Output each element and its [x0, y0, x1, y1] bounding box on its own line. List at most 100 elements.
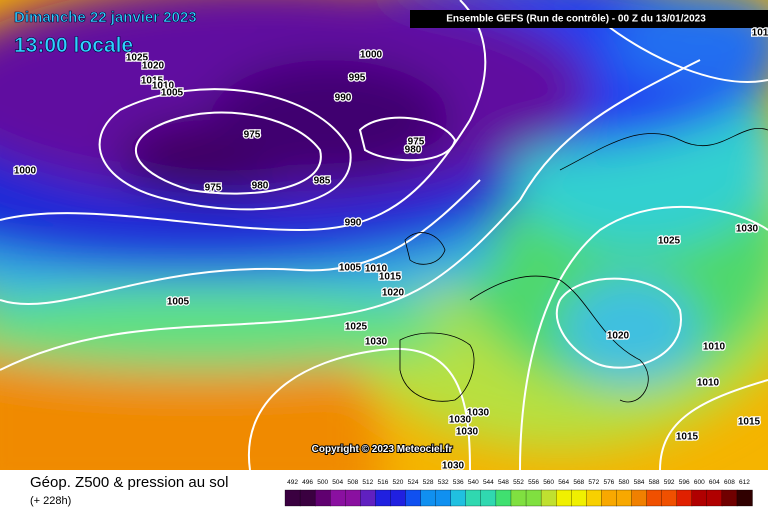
scale-swatch [435, 489, 452, 507]
isobar-label: 1025 [126, 53, 149, 64]
forecast-time: 13:00 locale [14, 34, 133, 57]
scale-swatch [360, 489, 377, 507]
scale-label: 608 [724, 479, 735, 486]
scale-label: 560 [543, 479, 554, 486]
isobar-label: 101 [752, 28, 768, 39]
isobar-label: 990 [345, 218, 362, 229]
scale-swatch [691, 489, 708, 507]
scale-label: 520 [393, 479, 404, 486]
isobar-label: 990 [335, 93, 352, 104]
isobar-label: 1015 [676, 432, 699, 443]
scale-label: 532 [438, 479, 449, 486]
isobar-label: 1010 [703, 342, 726, 353]
scale-swatch [450, 489, 467, 507]
isobar-label: 1000 [360, 50, 383, 61]
scale-label: 516 [377, 479, 388, 486]
isobar-label: 1010 [365, 264, 388, 275]
scale-swatch [571, 489, 587, 507]
scale-swatch [284, 489, 301, 507]
scale-label: 576 [603, 479, 614, 486]
isobar-label: 980 [405, 145, 422, 156]
scale-swatch [646, 489, 663, 507]
isobar-label: 1025 [345, 322, 368, 333]
isobar-label: 1000 [14, 166, 37, 177]
copyright: Copyright © 2023 Meteociel.fr [312, 444, 453, 455]
scale-swatch [495, 489, 512, 507]
scale-label: 572 [588, 479, 599, 486]
scale-swatch [314, 489, 331, 507]
isobar-labels: 1025102010151010100510009959909759759809… [13, 26, 768, 473]
isobar-label: 975 [205, 183, 222, 194]
scale-label: 512 [362, 479, 373, 486]
scale-label: 592 [664, 479, 675, 486]
scale-swatch [601, 489, 618, 507]
isobar-label: 1005 [161, 88, 184, 99]
isobar-label: 975 [408, 137, 425, 148]
scale-swatch [405, 489, 422, 507]
isobar-label: 1030 [365, 337, 388, 348]
scale-swatch [345, 489, 361, 507]
scale-swatch [375, 489, 392, 507]
legend-title: Géop. Z500 & pression au sol [30, 474, 228, 491]
scale-swatch [586, 489, 603, 507]
scale-label: 508 [347, 479, 358, 486]
scale-swatch [631, 489, 648, 507]
scale-label: 504 [332, 479, 343, 486]
isobar-label: 1030 [467, 408, 490, 419]
scale-label: 612 [739, 479, 750, 486]
isobar-label: 1030 [736, 224, 759, 235]
scale-label: 564 [558, 479, 569, 486]
isobar-label: 1020 [607, 331, 630, 342]
isobar-label: 1010 [152, 81, 175, 92]
scale-label: 544 [483, 479, 494, 486]
scale-label: 540 [468, 479, 479, 486]
scale-swatch [736, 489, 753, 507]
scale-swatch [706, 489, 723, 507]
scale-swatch [465, 489, 482, 507]
scale-swatch [540, 489, 557, 507]
scale-swatch [299, 489, 316, 507]
scale-swatch [616, 489, 633, 507]
scale-swatch [420, 489, 437, 507]
scale-label: 596 [679, 479, 690, 486]
isobar-label: 995 [349, 73, 366, 84]
scale-swatch [661, 489, 678, 507]
isobar-label: 1005 [167, 297, 190, 308]
color-scale: 492 496 500 504 508 512 516 520 524 528 532 536 540 5… [284, 479, 753, 507]
isobar-label: 1020 [142, 61, 165, 72]
scale-swatch [330, 489, 346, 507]
scale-swatch [480, 489, 497, 507]
scale-label: 556 [528, 479, 539, 486]
scale-swatch [721, 489, 738, 507]
model-info: Ensemble GEFS (Run de contrôle) - 00 Z d… [446, 14, 706, 25]
scale-label: 552 [513, 479, 524, 486]
isobars [0, 0, 768, 470]
isobar-label: 1015 [738, 417, 761, 428]
scale-label: 588 [649, 479, 660, 486]
scale-label: 568 [573, 479, 584, 486]
scale-label: 600 [694, 479, 705, 486]
scale-label: 584 [634, 479, 645, 486]
scale-label: 536 [453, 479, 464, 486]
scale-swatch [556, 489, 572, 507]
isobar-label: 1005 [339, 263, 362, 274]
scale-label: 500 [317, 479, 328, 486]
scale-label: 496 [302, 479, 313, 486]
isobar-label: 1025 [658, 236, 681, 247]
isobar-label: 1010 [697, 378, 720, 389]
scale-swatch [525, 489, 542, 507]
scale-label: 524 [408, 479, 419, 486]
scale-label: 528 [423, 479, 434, 486]
isobar-label: 980 [252, 181, 269, 192]
isobar-label: 985 [314, 176, 331, 187]
scale-label: 548 [498, 479, 509, 486]
scale-swatch [510, 489, 527, 507]
scale-label: 580 [619, 479, 630, 486]
isobar-label: 1015 [379, 272, 402, 283]
isobar-label: 975 [244, 130, 261, 141]
coastlines [399, 128, 768, 403]
scale-label: 604 [709, 479, 720, 486]
